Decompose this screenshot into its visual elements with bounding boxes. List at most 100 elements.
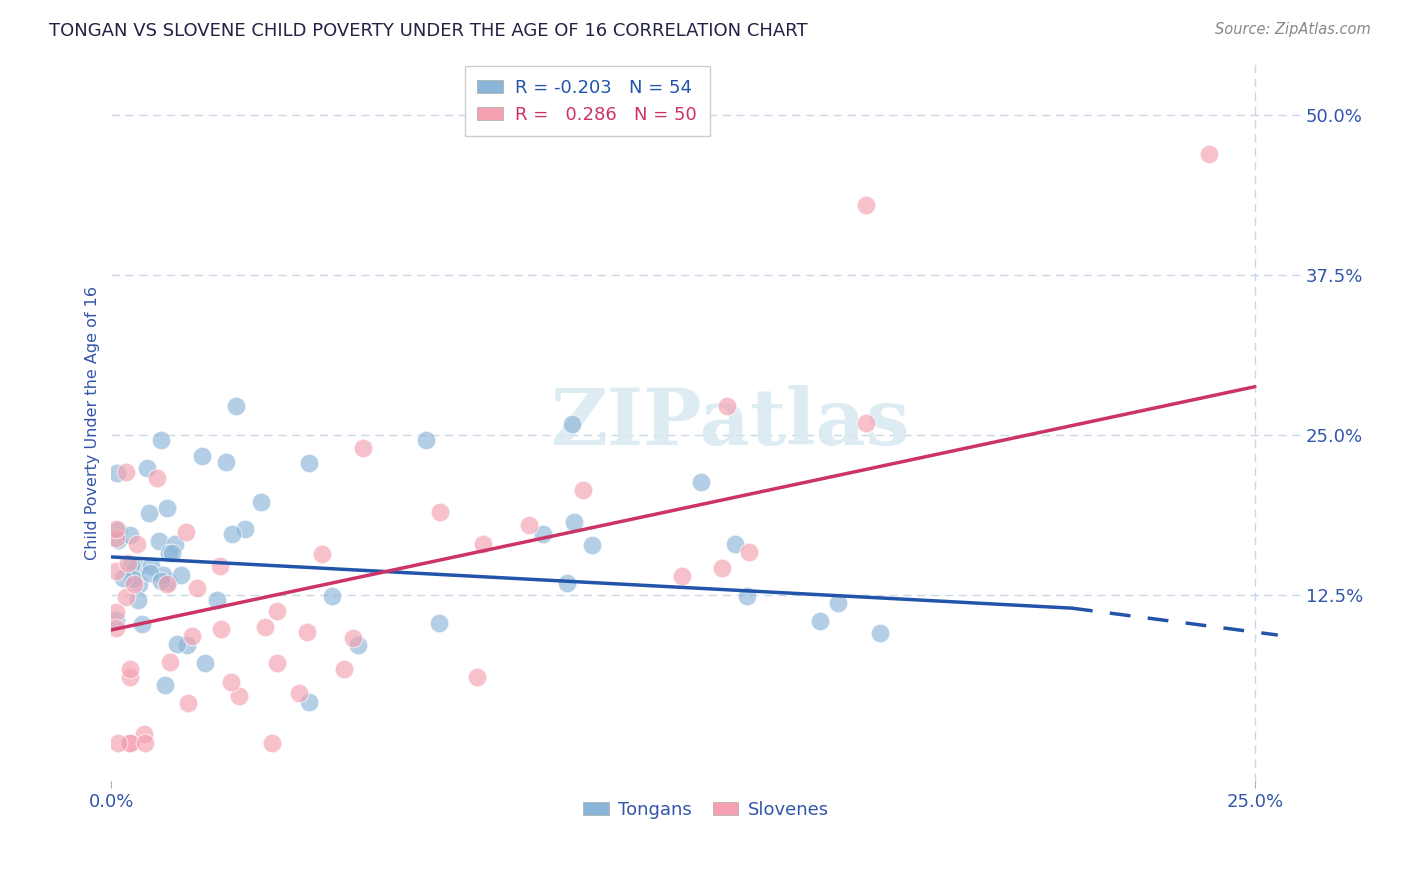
- Text: Source: ZipAtlas.com: Source: ZipAtlas.com: [1215, 22, 1371, 37]
- Point: [250, 495, 273, 509]
- Point: [347, 638, 370, 652]
- Point: [156, 501, 179, 516]
- Point: [162, 546, 184, 560]
- Point: [138, 506, 160, 520]
- Point: [157, 574, 180, 589]
- Point: [465, 670, 488, 684]
- Point: [152, 567, 174, 582]
- Point: [415, 433, 437, 447]
- Point: [127, 593, 149, 607]
- Text: ZIPatlas: ZIPatlas: [550, 384, 910, 460]
- Point: [562, 515, 585, 529]
- Point: [122, 572, 145, 586]
- Point: [298, 456, 321, 470]
- Point: [105, 467, 128, 481]
- Point: [120, 670, 142, 684]
- Point: [710, 561, 733, 575]
- Point: [139, 558, 162, 573]
- Point: [107, 735, 129, 749]
- Point: [321, 589, 343, 603]
- Point: [131, 616, 153, 631]
- Point: [266, 604, 288, 618]
- Point: [104, 531, 127, 545]
- Point: [120, 558, 142, 572]
- Point: [253, 620, 276, 634]
- Point: [342, 631, 364, 645]
- Point: [117, 557, 139, 571]
- Point: [671, 569, 693, 583]
- Point: [118, 662, 141, 676]
- Point: [136, 460, 159, 475]
- Point: [311, 547, 333, 561]
- Point: [869, 626, 891, 640]
- Point: [104, 621, 127, 635]
- Text: TONGAN VS SLOVENE CHILD POVERTY UNDER THE AGE OF 16 CORRELATION CHART: TONGAN VS SLOVENE CHILD POVERTY UNDER TH…: [49, 22, 808, 40]
- Point: [120, 527, 142, 541]
- Point: [112, 570, 135, 584]
- Point: [208, 559, 231, 574]
- Point: [107, 533, 129, 547]
- Point: [235, 522, 257, 536]
- Point: [690, 475, 713, 490]
- Point: [472, 536, 495, 550]
- Point: [333, 663, 356, 677]
- Point: [191, 449, 214, 463]
- Point: [735, 590, 758, 604]
- Point: [104, 605, 127, 619]
- Point: [221, 674, 243, 689]
- Point: [115, 465, 138, 479]
- Point: [145, 470, 167, 484]
- Point: [176, 638, 198, 652]
- Point: [194, 657, 217, 671]
- Point: [716, 400, 738, 414]
- Point: [170, 567, 193, 582]
- Point: [127, 560, 149, 574]
- Point: [114, 590, 136, 604]
- Point: [228, 689, 250, 703]
- Point: [827, 596, 849, 610]
- Point: [221, 527, 243, 541]
- Point: [118, 735, 141, 749]
- Point: [157, 546, 180, 560]
- Point: [148, 533, 170, 548]
- Point: [149, 433, 172, 447]
- Point: [104, 613, 127, 627]
- Point: [561, 417, 583, 431]
- Point: [266, 656, 288, 670]
- Point: [298, 695, 321, 709]
- Point: [104, 522, 127, 536]
- Point: [132, 727, 155, 741]
- Point: [211, 622, 233, 636]
- Point: [118, 735, 141, 749]
- Point: [429, 505, 451, 519]
- Point: [572, 483, 595, 497]
- Point: [288, 686, 311, 700]
- Point: [165, 537, 187, 551]
- Point: [260, 735, 283, 749]
- Point: [738, 545, 761, 559]
- Point: [159, 655, 181, 669]
- Point: [139, 566, 162, 580]
- Point: [427, 615, 450, 630]
- Point: [125, 537, 148, 551]
- Point: [855, 416, 877, 430]
- Point: [156, 576, 179, 591]
- Point: [724, 537, 747, 551]
- Point: [1198, 146, 1220, 161]
- Point: [555, 576, 578, 591]
- Point: [107, 524, 129, 538]
- Point: [581, 538, 603, 552]
- Point: [134, 735, 156, 749]
- Legend: Tongans, Slovenes: Tongans, Slovenes: [576, 793, 835, 826]
- Point: [122, 577, 145, 591]
- Y-axis label: Child Poverty Under the Age of 16: Child Poverty Under the Age of 16: [86, 285, 100, 559]
- Point: [225, 399, 247, 413]
- Point: [808, 614, 831, 628]
- Point: [153, 678, 176, 692]
- Point: [517, 518, 540, 533]
- Point: [531, 527, 554, 541]
- Point: [150, 574, 173, 588]
- Point: [295, 624, 318, 639]
- Point: [215, 455, 238, 469]
- Point: [180, 629, 202, 643]
